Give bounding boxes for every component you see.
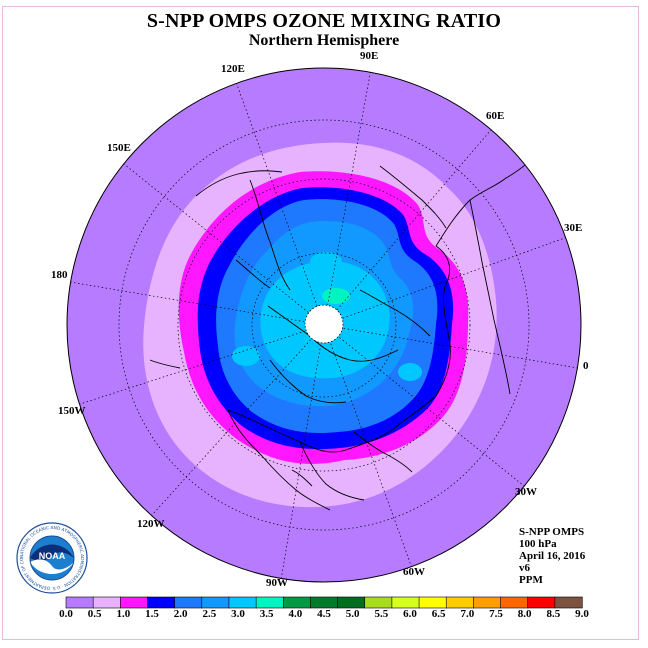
colorbar-tick-label: 8.5 (546, 608, 561, 620)
colorbar-tick-label: 1.5 (145, 608, 159, 620)
info-level: 100 hPa (519, 538, 557, 550)
lon-label-30w: 30W (515, 486, 537, 498)
colorbar-swatch (228, 596, 257, 609)
info-units: PPM (519, 574, 543, 586)
colorbar-tick-label: 2.0 (173, 608, 188, 620)
colorbar-tick-label: 8.0 (517, 608, 532, 620)
colorbar-swatch (92, 596, 121, 609)
colorbar-swatch (391, 596, 420, 609)
colorbar-tick-label: 4.5 (317, 608, 331, 620)
info-date: April 16, 2016 (519, 550, 586, 562)
band-3-0-patch-a (232, 346, 260, 366)
colorbar-tick-label: 7.5 (489, 608, 503, 620)
colorbar-tick-label: 3.0 (231, 608, 245, 620)
colorbar-tick-label: 0.5 (87, 608, 102, 620)
colorbar-tick-label: 0.0 (59, 608, 73, 620)
lon-label-60e: 60E (486, 110, 505, 122)
colorbar-swatch (500, 596, 529, 609)
colorbar-swatch (364, 596, 393, 609)
colorbar-tick-label: 6.5 (431, 608, 446, 620)
colorbar-swatch (445, 596, 474, 609)
colorbar-swatch (147, 596, 176, 609)
lon-label-180: 180 (51, 269, 68, 281)
colorbar-swatch (255, 596, 284, 609)
colorbar-swatch (473, 596, 502, 609)
colorbar-tick-label: 9.0 (575, 608, 589, 620)
lon-label-0: 0 (583, 360, 589, 372)
colorbar-swatch (527, 596, 556, 609)
map-title: S-NPP OMPS OZONE MIXING RATIO (146, 10, 502, 32)
colorbar-swatch (174, 596, 203, 609)
colorbar-swatch (337, 596, 366, 609)
colorbar-tick-label: 4.0 (288, 608, 303, 620)
map-boundary (66, 67, 582, 583)
lon-label-120e: 120E (221, 63, 245, 75)
colorbar-tick-label: 7.0 (460, 608, 475, 620)
colorbar-swatch (310, 596, 339, 609)
colorbar-tick-label: 5.5 (374, 608, 389, 620)
lon-label-30e: 30E (564, 222, 583, 234)
info-version: v6 (519, 562, 530, 574)
colorbar-swatch (65, 596, 94, 609)
lon-label-150e: 150E (107, 142, 131, 154)
map-subtitle: Northern Hemisphere (248, 32, 400, 49)
polar-no-data (304, 304, 344, 344)
colorbar-tick-label: 2.5 (202, 608, 217, 620)
lon-label-60w: 60W (403, 566, 425, 578)
band-3-0-patch-b (398, 363, 422, 381)
noaa-logo-text: NOAA (39, 551, 66, 561)
lon-label-150w: 150W (58, 405, 86, 417)
lon-label-90e: 90E (360, 50, 379, 62)
lon-label-90w: 90W (266, 577, 288, 589)
lon-label-120w: 120W (137, 518, 165, 530)
colorbar-tick-label: 6.0 (403, 608, 417, 620)
figure-frame (2, 6, 639, 640)
info-block: S-NPP OMPS 100 hPa April 16, 2016 v6 PPM (519, 526, 585, 586)
colorbar-swatch (418, 596, 447, 609)
noaa-logo: NATIONAL OCEANIC AND ATMOSPHERIC ADMINIS… (16, 522, 88, 594)
coastlines (149, 149, 541, 511)
colorbar-tick-label: 5.0 (345, 608, 360, 620)
colorbar-swatch (120, 596, 149, 609)
colorbar-swatch (554, 596, 583, 609)
colorbar-tick-label: 1.0 (116, 608, 131, 620)
band-3-5 (322, 288, 350, 304)
graticule (69, 68, 579, 581)
colorbar-swatch (282, 596, 312, 609)
colorbar-tick-label: 3.5 (259, 608, 274, 620)
band-3-0-patch-c (310, 252, 342, 272)
info-instrument: S-NPP OMPS (519, 526, 585, 538)
colorbar-swatch (201, 596, 230, 609)
ozone-field (67, 68, 581, 582)
